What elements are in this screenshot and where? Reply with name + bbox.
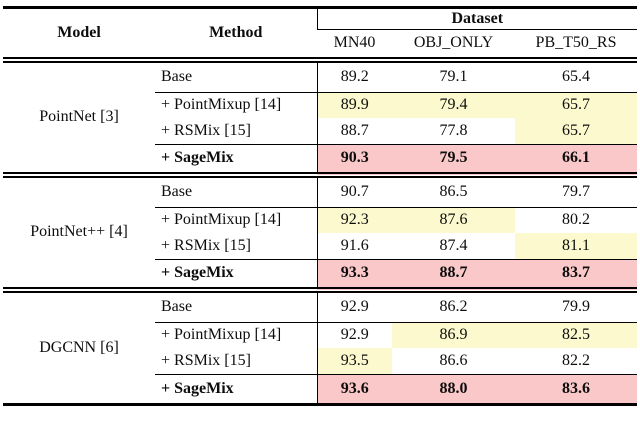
value-cell: 79.1 (439, 68, 468, 86)
method-cell: + PointMixup [14] (155, 207, 317, 233)
value-cell: 90.7 (316, 174, 392, 208)
value-cell: 82.2 (562, 351, 590, 369)
value-cell: 87.4 (439, 236, 468, 254)
value-cell: 86.2 (439, 298, 468, 316)
table-row: + SageMix 90.3 79.5 66.1 (3, 144, 638, 175)
value-cell: 90.3 (316, 144, 392, 175)
value-cell: 88.7 (316, 117, 392, 145)
value-cell: 66.1 (515, 144, 638, 175)
table-row: PointNet [3] Base 89.2 79.1 65.4 (3, 59, 637, 125)
value-cell: 92.3 (316, 207, 392, 233)
column-header-mn40: MN40 (333, 34, 376, 52)
value-cell: 86.6 (439, 351, 468, 369)
value-cell: 93.3 (316, 259, 392, 290)
value-cell: 89.2 (316, 59, 392, 93)
value-cell: 93.6 (316, 374, 392, 405)
table-header: Model Method Dataset MN40 OBJ_ONLY PB_T5… (3, 7, 638, 60)
value-cell: 83.7 (515, 259, 638, 290)
model-group-dgcnn: DGCNN [6] Base 92.9 86.2 79.9 + PointMix… (3, 289, 638, 405)
table-row: + RSMix [15] 88.7 77.8 65.7 (3, 117, 638, 145)
method-cell: Base (161, 68, 193, 86)
column-header-pb-t50-rs: PB_T50_RS (535, 34, 617, 52)
value-cell: 80.2 (515, 207, 638, 233)
value-cell: 79.7 (562, 183, 590, 201)
column-header-obj-only: OBJ_ONLY (413, 34, 494, 52)
model-cell: PointNet++ [4] (30, 223, 128, 240)
method-cell: + SageMix (155, 374, 317, 405)
header-row-top: Model Method Dataset (3, 7, 638, 41)
model-cell: PointNet [3] (39, 108, 119, 125)
value-cell: 65.4 (562, 68, 590, 86)
table-row: + PointMixup [14] 92.3 87.6 80.2 (3, 207, 638, 233)
value-cell: 65.7 (515, 117, 638, 145)
value-cell: 88.7 (392, 259, 515, 290)
header-row-datasets: MN40 OBJ_ONLY PB_T50_RS (3, 30, 637, 60)
model-cell: DGCNN [6] (39, 338, 119, 356)
value-cell: 83.6 (515, 374, 638, 405)
table-row: PointNet++ [4] Base 90.7 86.5 79.7 (3, 174, 637, 240)
value-cell: 77.8 (439, 121, 468, 139)
value-cell: 79.9 (562, 298, 590, 316)
column-header-dataset-group: Dataset (316, 7, 638, 30)
value-cell: 88.0 (392, 374, 515, 405)
value-cell: 92.9 (316, 289, 392, 323)
method-cell: + RSMix [15] (161, 351, 251, 369)
method-cell: + SageMix (155, 259, 317, 290)
method-cell: Base (161, 183, 193, 201)
value-cell: 87.6 (392, 207, 515, 233)
table-row: DGCNN [6] Base 92.9 86.2 79.9 (3, 289, 637, 356)
table-row: + SageMix 93.6 88.0 83.6 (3, 374, 638, 405)
value-cell: 86.9 (392, 322, 515, 348)
value-cell: 86.5 (439, 183, 468, 201)
table-row: + PointMixup [14] 89.9 79.4 65.7 (3, 92, 638, 118)
value-cell: 92.9 (316, 322, 392, 348)
method-cell: + RSMix [15] (161, 121, 251, 139)
method-cell: + PointMixup [14] (155, 322, 317, 348)
method-cell: + PointMixup [14] (155, 92, 317, 118)
value-cell: 82.5 (515, 322, 638, 348)
table-row: + RSMix [15] 93.5 86.6 82.2 (3, 347, 637, 375)
value-cell: 79.4 (392, 92, 515, 118)
model-group-pointnetpp: PointNet++ [4] Base 90.7 86.5 79.7 + Poi… (3, 174, 638, 290)
model-group-pointnet: PointNet [3] Base 89.2 79.1 65.4 + Point… (3, 59, 638, 175)
method-cell: Base (161, 298, 193, 316)
value-cell: 81.1 (515, 232, 638, 260)
method-cell: + SageMix (155, 144, 317, 175)
value-cell: 93.5 (316, 347, 392, 375)
method-cell: + RSMix [15] (161, 236, 251, 254)
value-cell: 89.9 (316, 92, 392, 118)
results-table: Model Method Dataset MN40 OBJ_ONLY PB_T5… (3, 6, 638, 406)
value-cell: 91.6 (316, 232, 392, 260)
value-cell: 79.5 (392, 144, 515, 175)
column-header-method: Method (209, 23, 263, 41)
table-row: + RSMix [15] 91.6 87.4 81.1 (3, 232, 638, 260)
table-row: + PointMixup [14] 92.9 86.9 82.5 (3, 322, 638, 348)
table-row: + SageMix 93.3 88.7 83.7 (3, 259, 638, 290)
value-cell: 65.7 (515, 92, 638, 118)
column-header-model: Model (57, 23, 101, 41)
